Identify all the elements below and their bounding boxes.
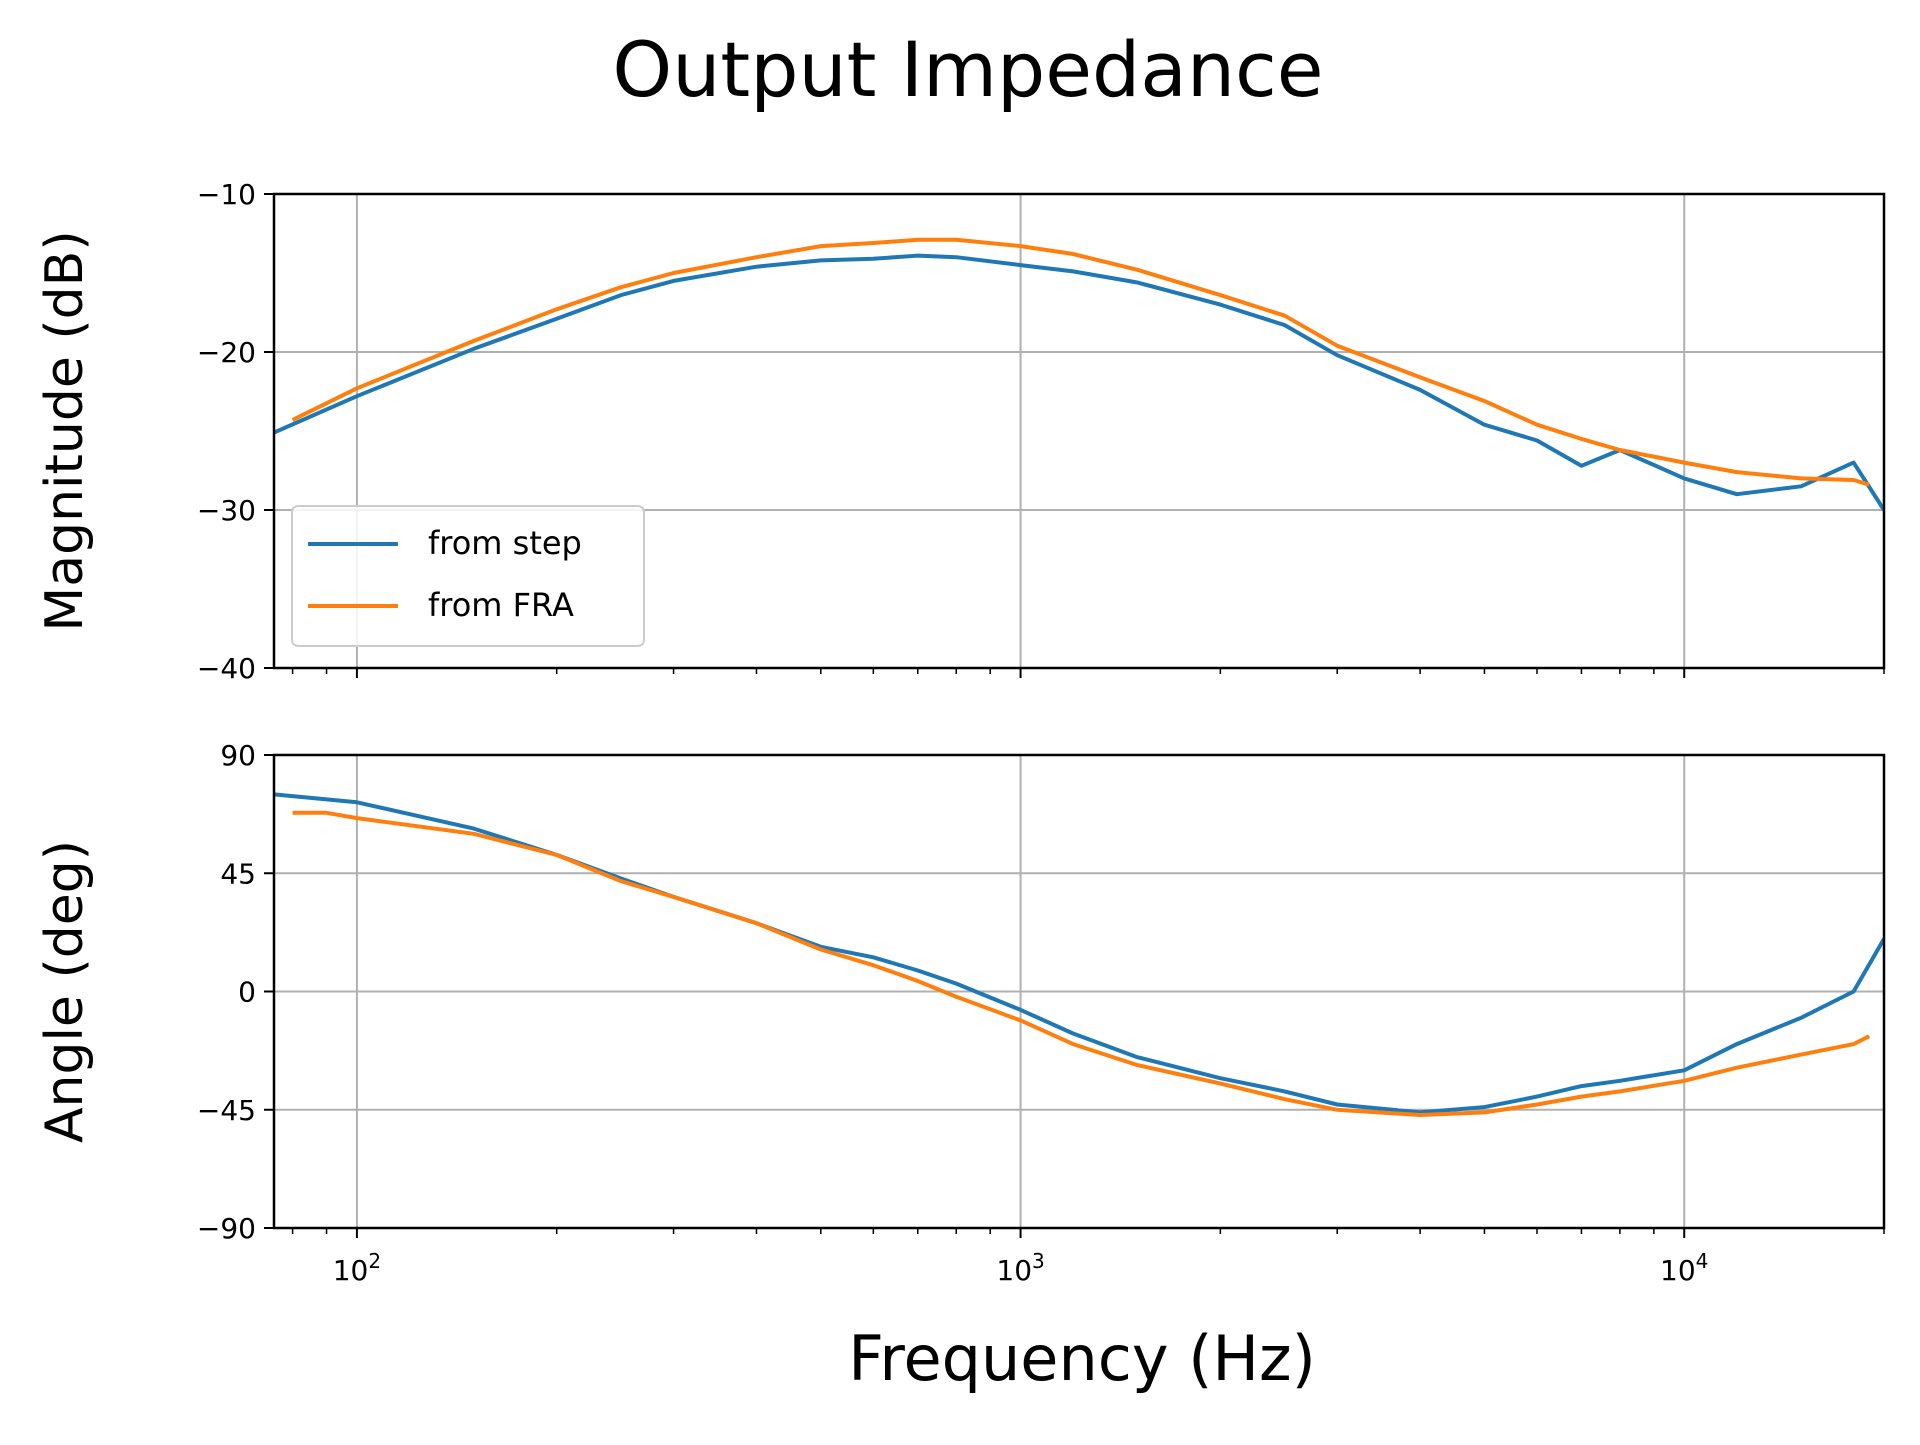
x-tick-label-base: 10 <box>1660 1254 1696 1287</box>
panel-1-y-tick-label: −90 <box>197 1212 256 1245</box>
x-tick-label: 103 <box>996 1249 1044 1287</box>
x-tick-label-exponent: 2 <box>368 1249 381 1273</box>
panel-0-series-from-step-line <box>274 253 1884 512</box>
x-tick-label: 104 <box>1660 1249 1708 1287</box>
panel-0-y-tick-label: −30 <box>197 494 256 527</box>
panel-0-y-tick-label: −40 <box>197 652 256 685</box>
legend-box <box>291 505 645 647</box>
panel-1-y-tick-label: −45 <box>197 1094 256 1127</box>
panel-1-y-tick-label: 90 <box>220 739 256 772</box>
panel-1-y-axis-label: Angle (deg) <box>35 840 95 1143</box>
panel-0-y-tick-label: −10 <box>197 178 256 211</box>
x-tick-label: 102 <box>333 1249 381 1287</box>
panel-0-y-axis-label: Magnitude (dB) <box>35 230 95 631</box>
chart-title: Output Impedance <box>612 25 1323 114</box>
x-axis-label: Frequency (Hz) <box>848 1322 1316 1395</box>
panel-0-y-tick-label: −20 <box>197 336 256 369</box>
x-tick-label-exponent: 4 <box>1696 1249 1709 1273</box>
x-tick-label-base: 10 <box>333 1254 369 1287</box>
panel-0-series-from-fra-line <box>291 237 1870 487</box>
legend-label-from-step: from step <box>428 524 582 562</box>
panel-1-y-tick-label: 0 <box>238 976 256 1009</box>
x-tick-label-base: 10 <box>996 1254 1032 1287</box>
panel-1-y-tick-label: 45 <box>220 857 256 890</box>
panel-0-frame <box>272 192 1886 670</box>
panel-1-series-from-fra-line <box>292 810 1871 1117</box>
x-tick-label-exponent: 3 <box>1032 1249 1045 1273</box>
legend-label-from-fra: from FRA <box>428 586 574 624</box>
